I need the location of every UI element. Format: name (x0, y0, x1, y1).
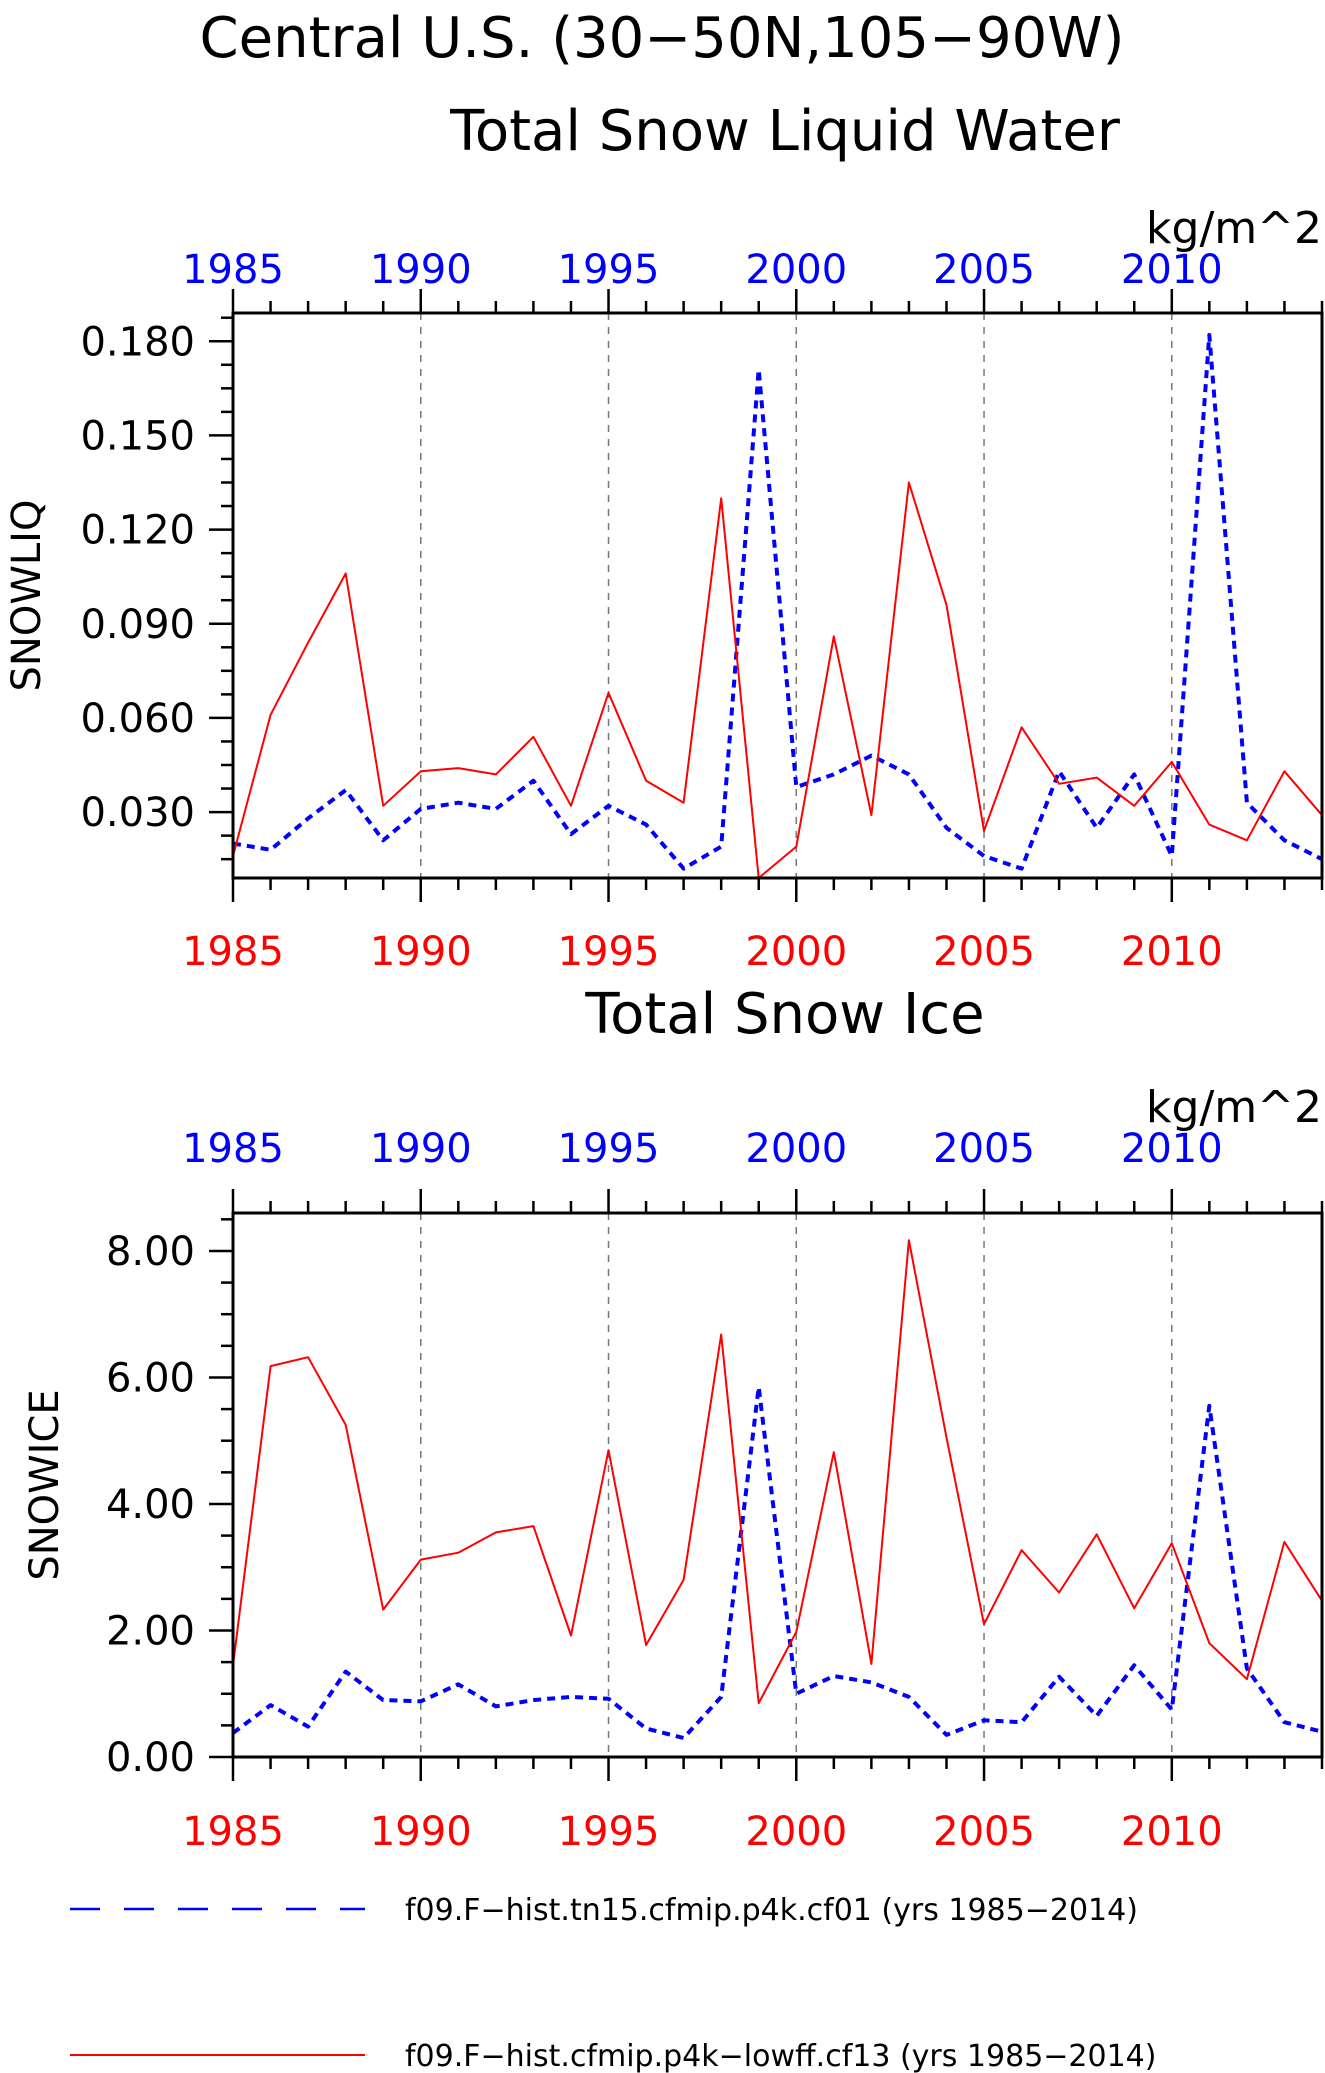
x-tick-label-top: 1990 (370, 1126, 472, 1172)
x-tick-label-top: 1990 (370, 247, 472, 293)
y-tick-label: 4.00 (106, 1482, 195, 1528)
y-tick-label: 0.060 (80, 696, 195, 742)
series-line-dashed (233, 1385, 1322, 1740)
region-title: Central U.S. (30−50N,105−90W) (200, 6, 1125, 71)
x-tick-label-bottom: 1995 (558, 929, 660, 975)
x-tick-label-top: 2005 (933, 247, 1035, 293)
legend: f09.F−hist.tn15.cfmip.p4k.cf01 (yrs 1985… (70, 1893, 1156, 2073)
y-tick-label: 0.150 (80, 413, 195, 459)
legend-label-dashed: f09.F−hist.tn15.cfmip.p4k.cf01 (yrs 1985… (405, 1893, 1138, 1928)
x-tick-label-bottom: 1985 (182, 929, 284, 975)
x-tick-label-bottom: 2000 (745, 929, 847, 975)
y-tick-label: 0.030 (80, 790, 195, 836)
y-axis-label: SNOWLIQ (4, 500, 50, 692)
series-line-solid (233, 1239, 1322, 1705)
y-tick-label: 0.180 (80, 319, 195, 365)
plot-frame (231, 311, 1324, 880)
x-tick-label-top: 2000 (745, 1126, 847, 1172)
y-tick-label: 2.00 (106, 1608, 195, 1654)
x-tick-label-top: 2010 (1121, 1126, 1223, 1172)
series-line-solid (233, 481, 1322, 878)
x-tick-label-bottom: 2005 (933, 1809, 1035, 1855)
y-tick-label: 0.120 (80, 508, 195, 554)
x-tick-label-top: 1985 (182, 247, 284, 293)
panel-title: Total Snow Liquid Water (449, 99, 1121, 164)
x-tick-label-bottom: 1990 (370, 1809, 472, 1855)
y-tick-label: 6.00 (106, 1355, 195, 1401)
y-tick-label: 0.090 (80, 602, 195, 648)
snowice-panel: Total Snow Ice kg/m^2 1985 1985 1990 1990 1995… (22, 982, 1324, 1855)
x-tick-label-bottom: 2010 (1121, 929, 1223, 975)
x-tick-label-bottom: 2010 (1121, 1809, 1223, 1855)
series-line-dashed (233, 333, 1322, 871)
legend-label-solid: f09.F−hist.cfmip.p4k−lowff.cf13 (yrs 198… (405, 2039, 1156, 2073)
x-tick-label-top: 1985 (182, 1126, 284, 1172)
legend-item-solid: f09.F−hist.cfmip.p4k−lowff.cf13 (yrs 198… (70, 2039, 1156, 2073)
y-tick-label: 0.00 (106, 1735, 195, 1781)
units-label: kg/m^2 (1146, 1082, 1322, 1133)
panel-title: Total Snow Ice (584, 982, 984, 1047)
x-tick-label-bottom: 1995 (558, 1809, 660, 1855)
units-label: kg/m^2 (1146, 203, 1322, 254)
x-tick-label-bottom: 1985 (182, 1809, 284, 1855)
plot-frame (231, 1211, 1324, 1759)
x-tick-label-bottom: 2005 (933, 929, 1035, 975)
x-tick-label-top: 2005 (933, 1126, 1035, 1172)
snowliq-panel: Total Snow Liquid Water kg/m^2 1985 1985 199… (4, 99, 1324, 975)
legend-item-dashed: f09.F−hist.tn15.cfmip.p4k.cf01 (yrs 1985… (70, 1893, 1138, 1928)
x-tick-label-top: 2010 (1121, 247, 1223, 293)
x-tick-label-bottom: 1990 (370, 929, 472, 975)
y-axis-label: SNOWICE (22, 1389, 68, 1580)
x-tick-label-top: 2000 (745, 247, 847, 293)
x-tick-label-top: 1995 (558, 247, 660, 293)
y-tick-label: 8.00 (106, 1229, 195, 1275)
x-tick-label-top: 1995 (558, 1126, 660, 1172)
x-tick-label-bottom: 2000 (745, 1809, 847, 1855)
